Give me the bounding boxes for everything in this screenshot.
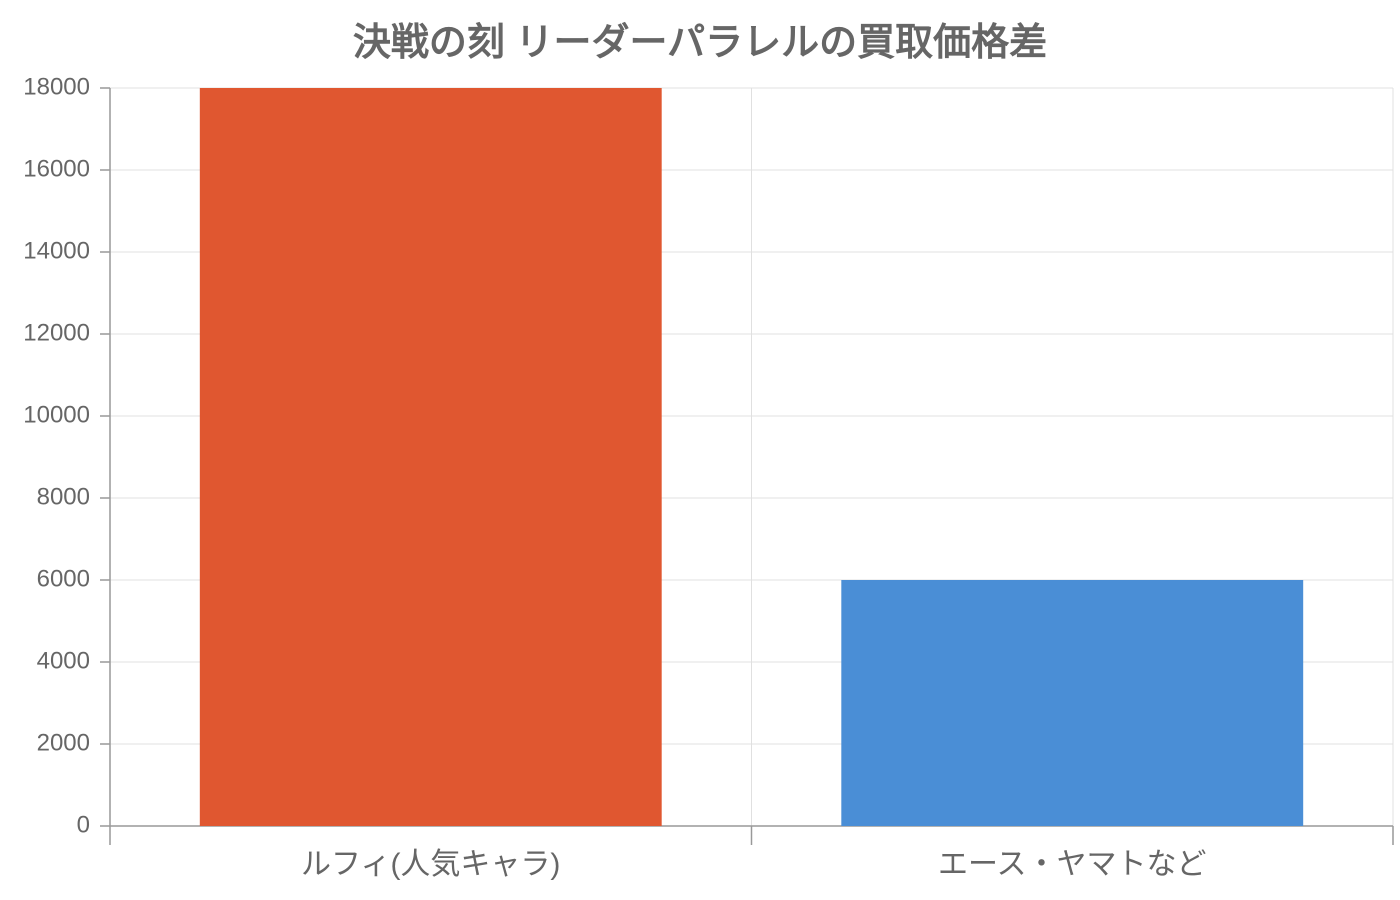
y-tick-label: 2000 <box>37 729 90 756</box>
y-tick-label: 10000 <box>23 401 90 428</box>
y-tick-label: 14000 <box>23 237 90 264</box>
y-tick-label: 16000 <box>23 155 90 182</box>
x-tick-label: ルフィ(人気キャラ) <box>301 848 560 881</box>
chart-title: 決戦の刻 リーダーパラレルの買取価格差 <box>353 22 1047 64</box>
bar <box>199 88 662 826</box>
y-tick-label: 0 <box>77 811 90 838</box>
bar <box>841 580 1304 826</box>
y-tick-label: 8000 <box>37 483 90 510</box>
x-tick-label: エース・ヤマトなど <box>938 848 1207 881</box>
y-tick-label: 6000 <box>37 565 90 592</box>
y-tick-label: 12000 <box>23 319 90 346</box>
y-tick-label: 4000 <box>37 647 90 674</box>
y-tick-label: 18000 <box>23 73 90 100</box>
